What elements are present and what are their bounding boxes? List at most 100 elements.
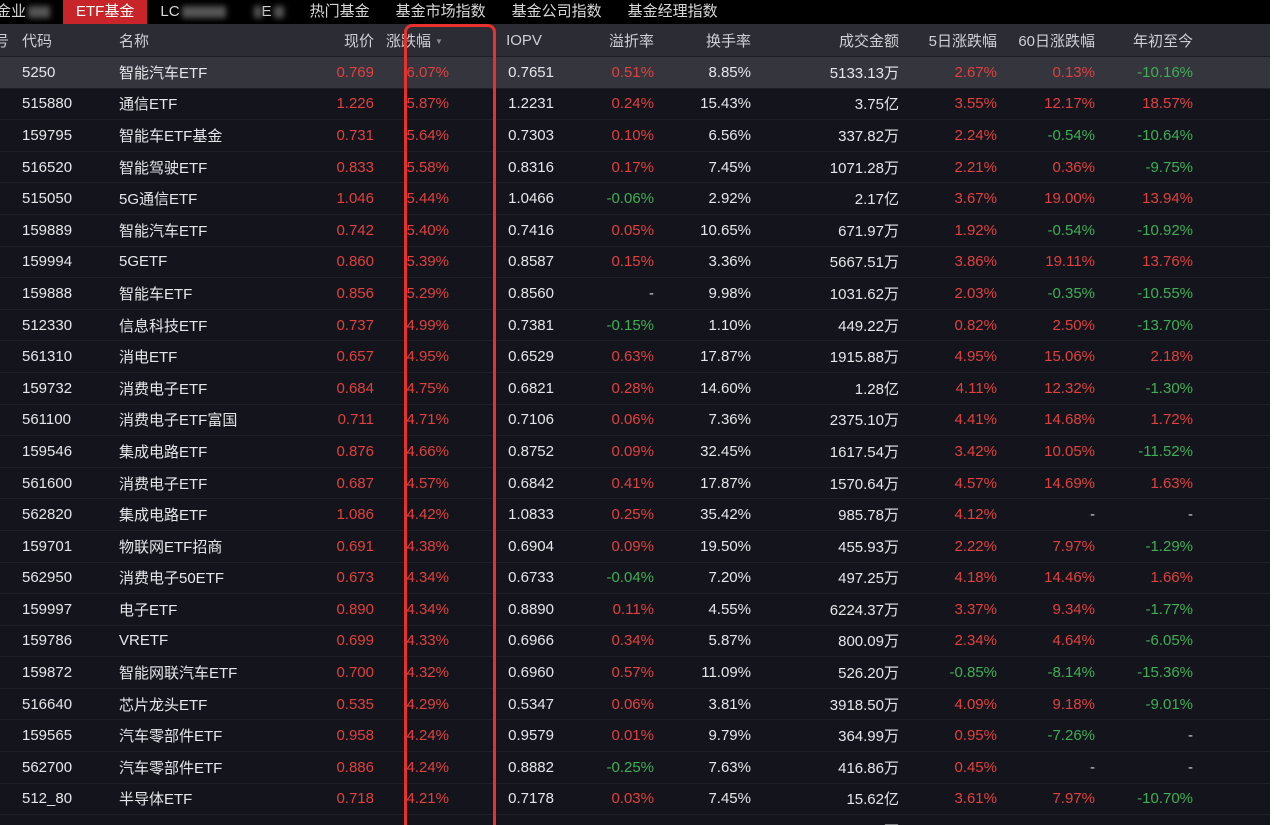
- fund-code: 159997: [22, 600, 73, 618]
- change-percent: 5.87%: [406, 95, 449, 113]
- redacted-text: [28, 6, 51, 19]
- table-row[interactable]: 159889 智能汽车ETF 0.742 5.40% 0.7416 0.05% …: [0, 214, 1270, 247]
- current-price: 0.886: [336, 758, 374, 776]
- col-header-ytd[interactable]: 年初至今: [1132, 32, 1193, 50]
- change-60day: 0.36%: [1052, 158, 1095, 176]
- change-percent: 4.34%: [406, 569, 449, 587]
- table-row[interactable]: 562820 集成电路ETF 1.086 4.42% 1.0833 0.25% …: [0, 499, 1270, 531]
- table-row[interactable]: 159565 汽车零部件ETF 0.958 4.24% 0.9579 0.01%…: [0, 720, 1270, 753]
- table-row[interactable]: 159994 5GETF 0.860 5.39% 0.8587 0.15% 3.…: [0, 246, 1270, 279]
- turnover-rate: 7.63%: [708, 758, 751, 776]
- tab-hot-funds[interactable]: 热门基金: [309, 3, 370, 20]
- table-row[interactable]: 562950 消费电子50ETF 0.673 4.34% 0.6733 -0.0…: [0, 562, 1270, 595]
- premium-rate: -0.15%: [606, 316, 654, 334]
- col-header-price[interactable]: 现价: [343, 32, 374, 50]
- turnover-rate: 1.10%: [708, 316, 751, 334]
- change-ytd: 1.63%: [1150, 474, 1193, 492]
- premium-rate: 0.25%: [611, 506, 654, 524]
- col-header-change[interactable]: 涨跌幅 ▼: [386, 32, 443, 50]
- col-header-code[interactable]: 代码: [22, 32, 53, 50]
- iopv-value: 0.8890: [508, 600, 554, 618]
- change-60day: 0.13%: [1052, 63, 1095, 81]
- tab-fund-market-index[interactable]: 基金市场指数: [395, 3, 486, 20]
- table-row[interactable]: 159546 集成电路ETF 0.876 4.66% 0.8752 0.09% …: [0, 436, 1270, 468]
- col-header-60day[interactable]: 60日涨跌幅: [1018, 32, 1095, 50]
- change-60day: 10.05%: [1044, 442, 1095, 460]
- change-60day: 14.68%: [1044, 411, 1095, 429]
- turnover-rate: 35.42%: [700, 506, 751, 524]
- table-row[interactable]: 516520 智能驾驶ETF 0.833 5.58% 0.8316 0.17% …: [0, 151, 1270, 184]
- iopv-value: 0.6960: [508, 664, 554, 682]
- tab-lof[interactable]: LC: [147, 0, 238, 24]
- col-header-premium[interactable]: 溢折率: [608, 32, 654, 50]
- col-header-5day[interactable]: 5日涨跌幅: [928, 32, 997, 50]
- change-5day: 4.57%: [954, 474, 997, 492]
- iopv-value: 0.5347: [508, 695, 554, 713]
- table-row[interactable]: 159795 智能车ETF基金 0.731 5.64% 0.7303 0.10%…: [0, 120, 1270, 152]
- table-row[interactable]: 561310 消电ETF 0.657 4.95% 0.6529 0.63% 17…: [0, 341, 1270, 373]
- table-row[interactable]: 516640 芯片龙头ETF 0.535 4.29% 0.5347 0.06% …: [0, 688, 1270, 721]
- change-5day: 4.12%: [954, 506, 997, 524]
- premium-rate: -0.25%: [606, 758, 654, 776]
- current-price: 0.684: [336, 379, 374, 397]
- current-price: 0.876: [336, 442, 374, 460]
- turnover-rate: 4.55%: [708, 600, 751, 618]
- premium-rate: 0.63%: [611, 348, 654, 366]
- table-row[interactable]: 159701 物联网ETF招商 0.691 4.38% 0.6904 0.09%…: [0, 530, 1270, 563]
- change-5day: 0.95%: [954, 727, 997, 745]
- fund-name: 智能驾驶ETF: [119, 159, 208, 177]
- current-price: 0.742: [336, 221, 374, 239]
- table-row[interactable]: 159997 电子ETF 0.890 4.34% 0.8890 0.11% 4.…: [0, 594, 1270, 626]
- table-row[interactable]: 512330 信息科技ETF 0.737 4.99% 0.7381 -0.15%…: [0, 309, 1270, 342]
- fund-code: 159701: [22, 537, 73, 555]
- table-row[interactable]: 512_80 半导体ETF 0.718 4.21% 0.7178 0.03% 7…: [0, 783, 1270, 816]
- table-row[interactable]: 159872 智能网联汽车ETF 0.700 4.32% 0.6960 0.57…: [0, 657, 1270, 689]
- change-percent: 4.33%: [406, 632, 449, 650]
- col-header-index[interactable]: 号: [0, 32, 10, 50]
- change-5day: 3.68%: [899, 822, 997, 825]
- tab-gold[interactable]: 金业: [0, 0, 63, 24]
- iopv-value: 1.0991: [474, 822, 554, 825]
- col-header-name[interactable]: 名称: [119, 32, 150, 50]
- table-row[interactable]: 159732 消费电子ETF 0.684 4.75% 0.6821 0.28% …: [0, 372, 1270, 405]
- premium-rate: 0.17%: [611, 158, 654, 176]
- etf-table-body: 5250 智能汽车ETF 0.769 6.07% 0.7651 0.51% 8.…: [0, 57, 1270, 825]
- table-row[interactable]: 562700 汽车零部件ETF 0.886 4.24% 0.8882 -0.25…: [0, 752, 1270, 784]
- table-row[interactable]: 515050 5G通信ETF 1.046 5.44% 1.0466 -0.06%…: [0, 183, 1270, 215]
- tab-e[interactable]: E: [239, 0, 297, 24]
- premium-rate: -0.10%: [554, 822, 654, 825]
- table-row[interactable]: 515880 通信ETF 1.226 5.87% 1.2231 0.24% 15…: [0, 88, 1270, 121]
- change-60day: -: [1090, 506, 1095, 524]
- change-percent: 5.58%: [406, 158, 449, 176]
- current-price: 0.691: [336, 537, 374, 555]
- trade-amount: 1031.62万: [829, 285, 899, 303]
- turnover-rate: 9.79%: [708, 727, 751, 745]
- change-ytd: -11.52%: [1138, 442, 1193, 460]
- table-row[interactable]: 561600 消费电子ETF 0.687 4.57% 0.6842 0.41% …: [0, 467, 1270, 500]
- table-row[interactable]: 5250 智能汽车ETF 0.769 6.07% 0.7651 0.51% 8.…: [0, 57, 1270, 89]
- tab-fund-manager-index[interactable]: 基金经理指数: [627, 3, 718, 20]
- current-price: 1.046: [336, 190, 374, 208]
- fund-name: 半导体ETF: [119, 791, 193, 809]
- fund-name: 智能汽车ETF: [119, 222, 208, 240]
- table-row[interactable]: 159786 VRETF 0.699 4.33% 0.6966 0.34% 5.…: [0, 625, 1270, 658]
- iopv-value: 0.6966: [508, 632, 554, 650]
- trade-amount: 3.75亿: [854, 96, 899, 114]
- iopv-value: 0.8752: [508, 442, 554, 460]
- fund-name: 通信ETF: [119, 96, 178, 114]
- change-5day: 0.45%: [954, 758, 997, 776]
- iopv-value: 0.8316: [508, 158, 554, 176]
- iopv-value: 0.7178: [508, 790, 554, 808]
- change-percent: 4.24%: [406, 727, 449, 745]
- turnover-rate: 3.81%: [708, 695, 751, 713]
- table-row[interactable]: _9811 _50ETF 1.098 4.17% 1.0991 -0.10% 6…: [0, 815, 1270, 825]
- table-row[interactable]: 561100 消费电子ETF富国 0.711 4.71% 0.7106 0.06…: [0, 404, 1270, 437]
- fund-name: 智能车ETF基金: [119, 127, 223, 145]
- table-row[interactable]: 159888 智能车ETF 0.856 5.29% 0.8560 - 9.98%…: [0, 278, 1270, 310]
- tab-fund-company-index[interactable]: 基金公司指数: [511, 3, 602, 20]
- change-5day: 2.21%: [954, 158, 997, 176]
- col-header-amount[interactable]: 成交金额: [838, 32, 899, 50]
- tab-etf-fund[interactable]: ETF基金: [63, 0, 148, 24]
- col-header-iopv[interactable]: IOPV: [506, 31, 542, 49]
- col-header-turnover[interactable]: 换手率: [705, 32, 751, 50]
